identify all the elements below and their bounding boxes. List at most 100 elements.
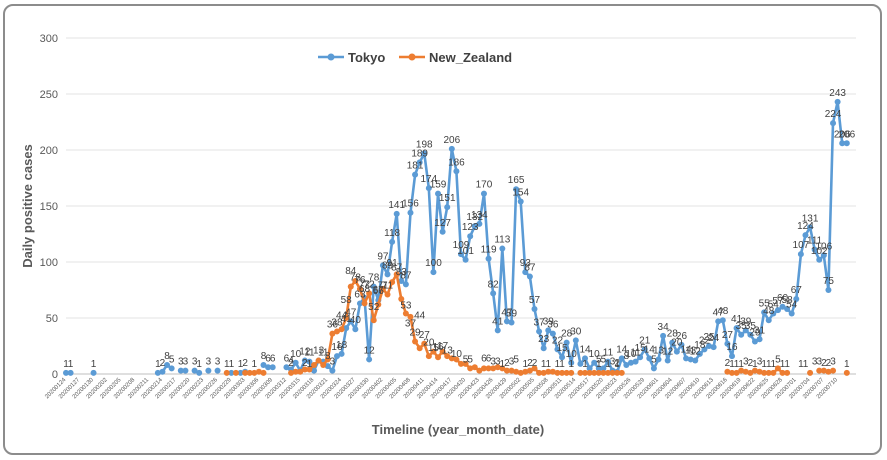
data-point-tokyo [719,317,726,324]
data-label-new-zealand: 58 [341,295,353,306]
data-label-tokyo: 66 [373,286,385,297]
data-point-tokyo [678,341,685,348]
data-point-tokyo [779,303,786,310]
data-label-new-zealand: 16 [432,342,444,353]
data-point-tokyo [632,358,639,365]
data-label-tokyo: 6 [284,353,290,364]
data-label-tokyo: 165 [508,175,525,186]
data-point-tokyo [830,120,837,127]
data-label-tokyo: 5 [651,354,657,365]
data-point-new-zealand [288,369,295,376]
y-tick-labels: 0 50 100 150 200 250 300 [40,33,58,381]
data-label-tokyo: 100 [425,258,442,269]
data-point-tokyo [366,356,373,363]
data-label-tokyo: 170 [476,180,493,191]
data-label-tokyo: 48 [763,306,775,317]
data-point-tokyo [797,251,804,258]
data-label-tokyo: 3 [192,357,198,368]
data-point-new-zealand [301,366,308,373]
data-point-new-zealand [398,295,405,302]
data-point-tokyo [471,223,478,230]
data-point-new-zealand [554,369,561,376]
data-point-tokyo [545,327,552,334]
data-label-tokyo: 13 [653,345,665,356]
data-point-new-zealand [577,369,584,376]
data-point-tokyo [154,369,161,376]
data-label-tokyo: 1 [63,359,69,370]
data-point-new-zealand [402,310,409,317]
data-label-tokyo: 113 [494,235,510,246]
data-point-tokyo [692,357,699,364]
data-label-tokyo: 12 [364,345,376,356]
data-label-tokyo: 206 [443,135,460,146]
data-label-new-zealand: 29 [410,328,422,339]
data-point-new-zealand [568,369,575,376]
data-label-tokyo: 159 [430,180,447,191]
data-label-tokyo: 3 [183,357,189,368]
data-point-tokyo [582,355,589,362]
data-point-new-zealand [389,279,396,286]
data-label-tokyo: 13 [685,345,697,356]
data-label-new-zealand: 15 [428,343,440,354]
data-label-new-zealand: 44 [336,311,348,322]
data-label-tokyo: 57 [772,296,784,307]
data-point-tokyo [568,359,575,366]
data-label-tokyo: 39 [740,316,752,327]
data-point-tokyo [765,317,772,324]
data-point-new-zealand [728,369,735,376]
data-point-new-zealand [600,369,607,376]
data-point-tokyo [526,273,533,280]
x-tick-labels: 2020012420200127202001302020020220200205… [44,377,839,401]
data-point-tokyo [687,356,694,363]
data-point-new-zealand [536,369,543,376]
data-label-new-zealand: 67 [373,285,385,296]
data-label-tokyo: 60 [777,293,789,304]
data-point-tokyo [839,140,846,147]
data-label-tokyo: 1 [155,359,161,370]
data-point-new-zealand [830,367,837,374]
data-label-new-zealand: 1 [568,359,574,370]
data-label-tokyo: 22 [552,335,564,346]
data-label-new-zealand: 1 [605,359,611,370]
data-point-tokyo [338,350,345,357]
data-point-tokyo [522,269,529,276]
data-point-tokyo [843,140,850,147]
data-point-new-zealand [820,367,827,374]
data-point-tokyo [733,325,740,332]
data-point-tokyo [421,150,428,157]
data-point-new-zealand [347,283,354,290]
data-point-tokyo [356,300,363,307]
data-label-tokyo: 12 [690,347,702,358]
data-label-tokyo: 3 [178,357,184,368]
data-label-tokyo: 111 [807,236,823,247]
data-label-tokyo: 107 [793,240,810,251]
data-label-tokyo: 119 [481,245,497,256]
data-point-tokyo [292,359,299,366]
data-point-new-zealand [807,369,814,376]
data-point-tokyo [476,220,483,227]
data-label-tokyo: 14 [680,344,692,355]
data-label-tokyo: 47 [501,307,513,318]
data-label-new-zealand: 44 [414,311,426,322]
data-point-new-zealand [311,362,318,369]
data-point-tokyo [494,327,501,334]
data-point-tokyo [673,348,680,355]
data-point-tokyo [480,190,487,197]
data-label-new-zealand: 1 [523,359,529,370]
data-point-tokyo [402,281,409,288]
data-point-new-zealand [338,326,345,333]
data-label-tokyo: 6 [270,353,276,364]
data-label-tokyo: 25 [703,332,715,343]
data-point-new-zealand [499,365,506,372]
data-label-tokyo: 2 [160,358,166,369]
data-label-tokyo: 14 [644,344,656,355]
data-point-tokyo [591,359,598,366]
data-point-tokyo [559,354,566,361]
data-label-new-zealand: 3 [757,357,763,368]
data-point-tokyo [549,330,556,337]
data-label-tokyo: 28 [667,329,679,340]
y-axis-title: Daily positive cases [20,144,35,268]
data-label-tokyo: 15 [635,343,647,354]
data-point-tokyo [435,190,442,197]
data-label-new-zealand: 2 [725,358,731,369]
